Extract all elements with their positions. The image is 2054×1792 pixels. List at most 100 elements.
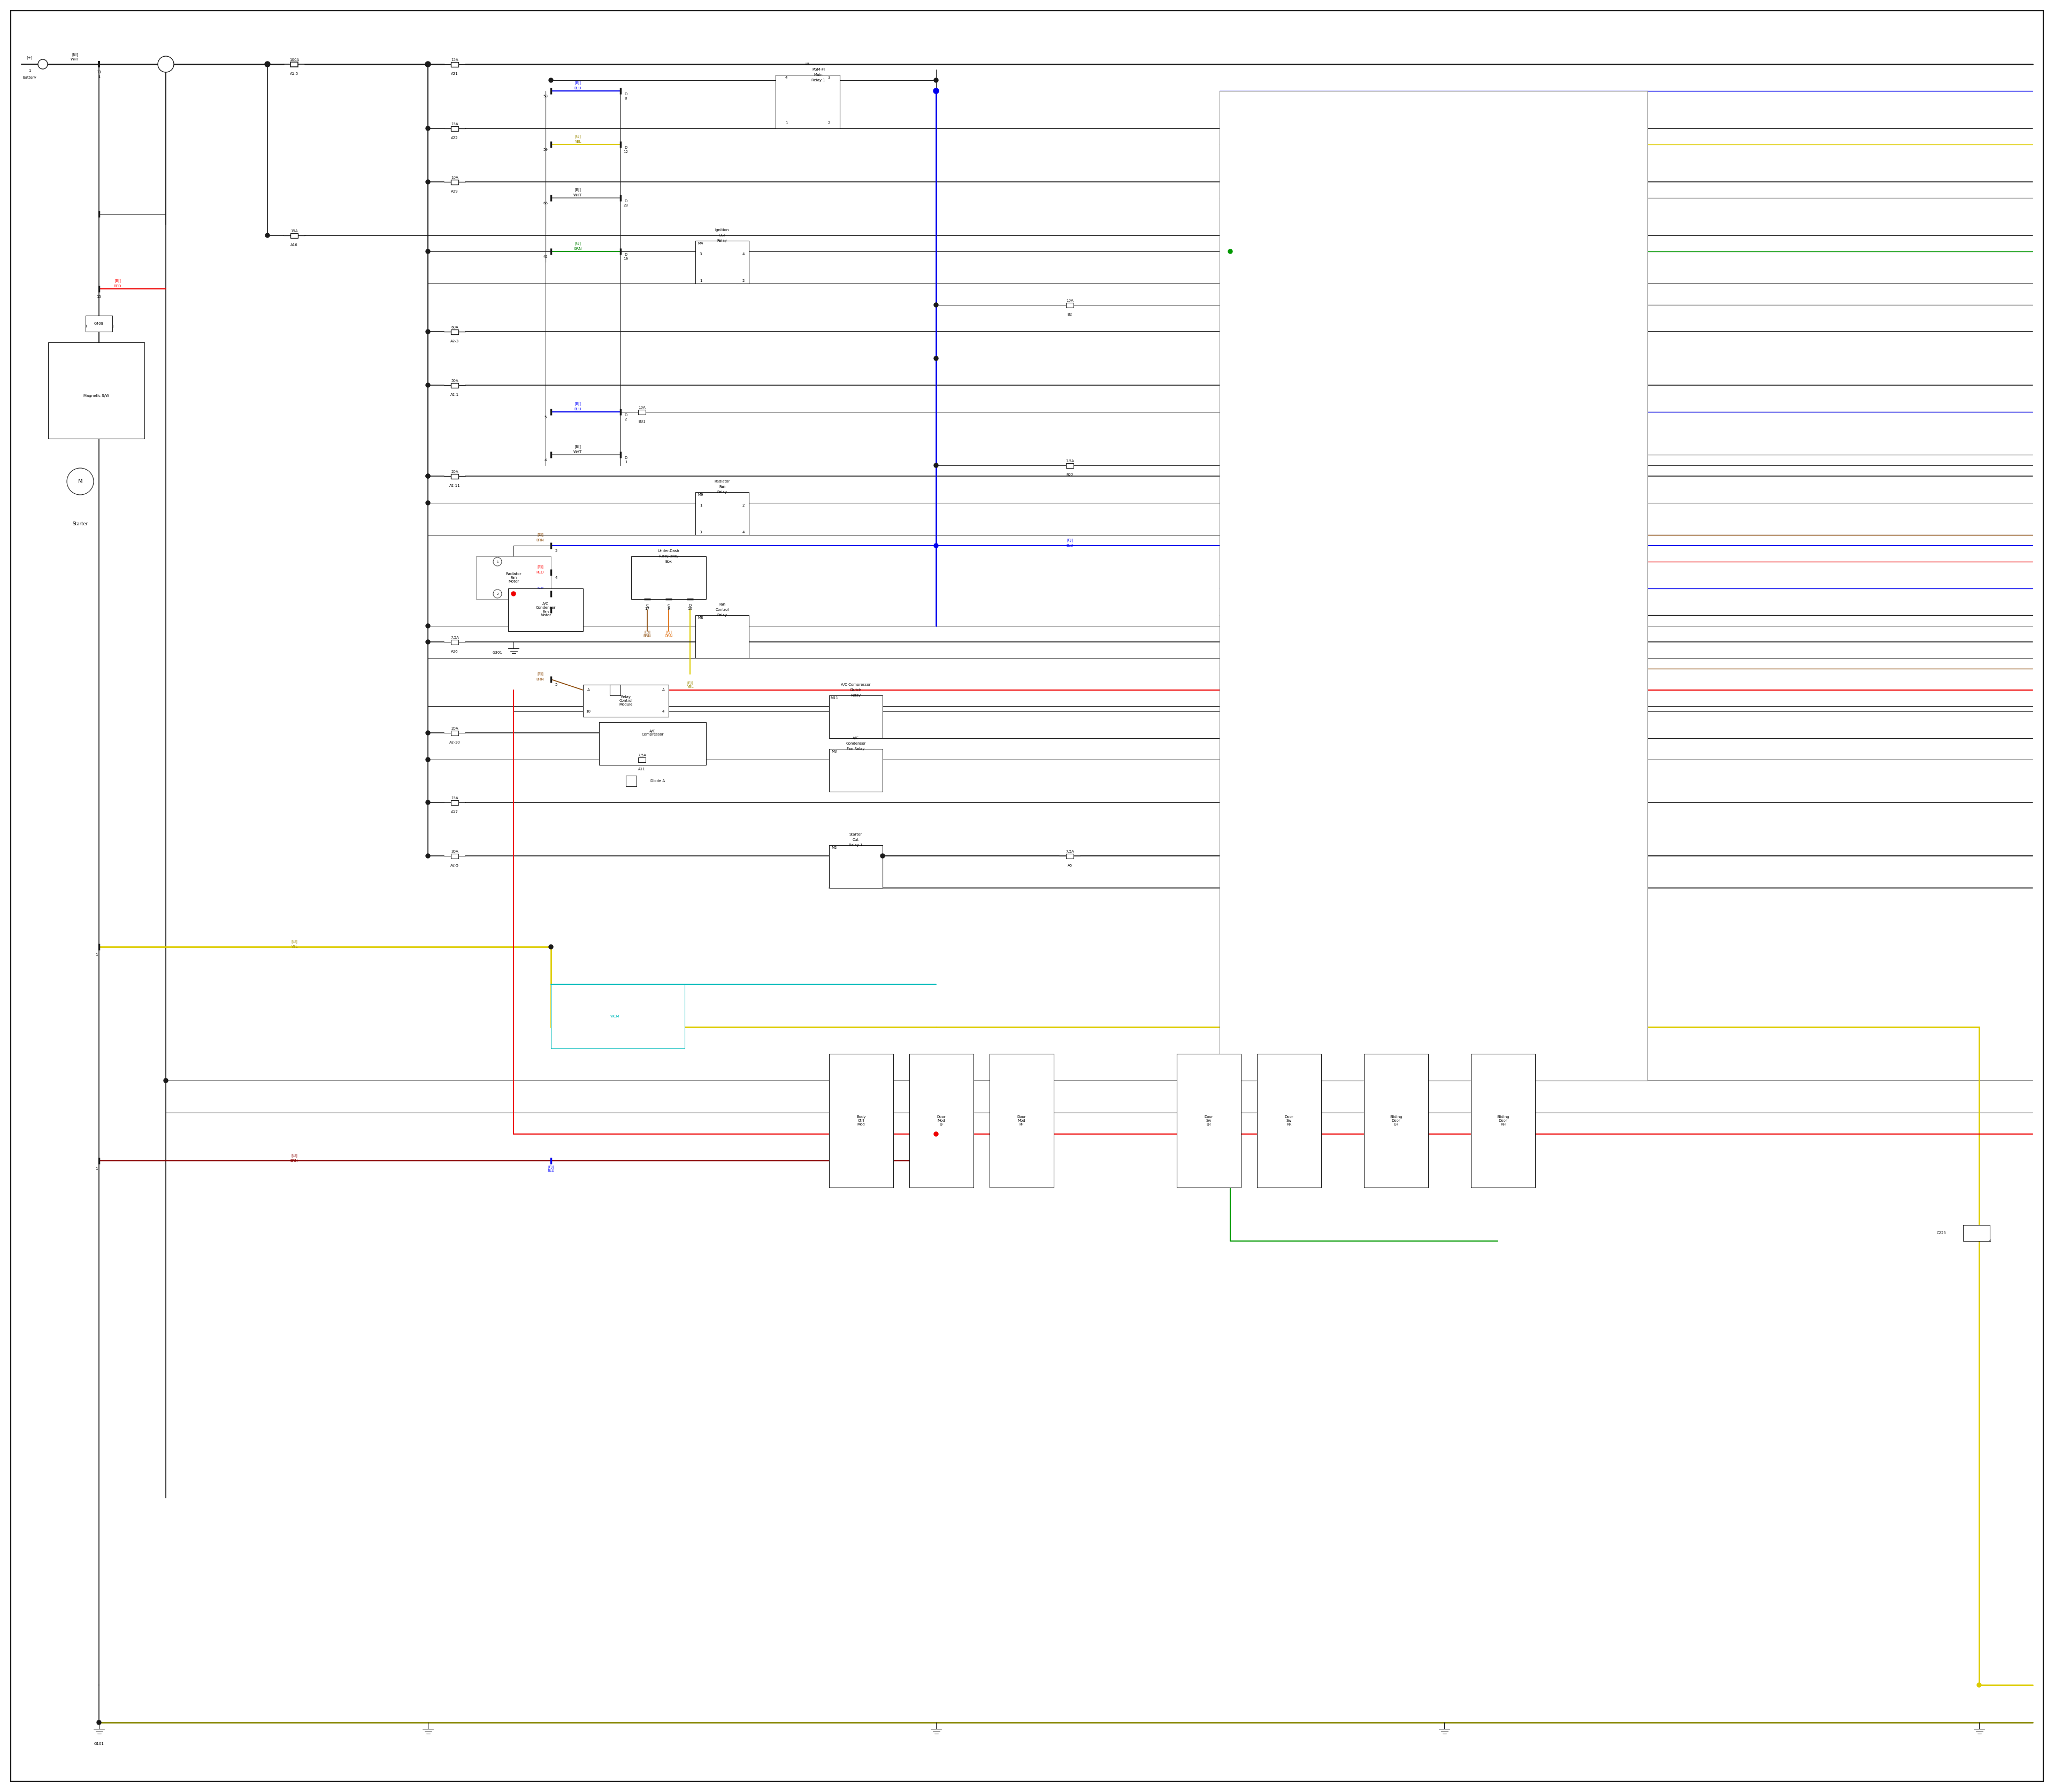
Bar xyxy=(583,685,670,717)
Text: 2: 2 xyxy=(741,504,746,507)
Text: Fan: Fan xyxy=(719,602,725,606)
Bar xyxy=(452,330,458,333)
Text: [EJ]: [EJ] xyxy=(536,534,544,538)
Bar xyxy=(70,364,90,380)
Circle shape xyxy=(548,79,553,82)
Text: 15A: 15A xyxy=(290,229,298,233)
Text: Under-Dash: Under-Dash xyxy=(657,550,680,552)
Bar xyxy=(1257,1054,1321,1188)
Circle shape xyxy=(425,125,429,131)
Text: 4: 4 xyxy=(661,710,663,713)
Text: 60A: 60A xyxy=(452,326,458,330)
Text: Control: Control xyxy=(715,607,729,611)
Text: M4: M4 xyxy=(698,242,702,246)
Text: [EJ]: [EJ] xyxy=(575,401,581,405)
Text: [EJ]: [EJ] xyxy=(575,188,581,192)
Bar xyxy=(1066,853,1074,858)
Text: 1: 1 xyxy=(94,953,97,957)
Bar xyxy=(290,233,298,238)
Text: 50A: 50A xyxy=(452,380,458,382)
Circle shape xyxy=(425,330,429,333)
Text: A/C: A/C xyxy=(852,737,859,740)
Text: Door
Mod
LF: Door Mod LF xyxy=(937,1115,945,1125)
Text: M: M xyxy=(78,478,82,484)
Text: 3: 3 xyxy=(828,75,830,79)
Text: 3: 3 xyxy=(875,1111,879,1115)
Bar xyxy=(830,1054,893,1188)
Text: BLK: BLK xyxy=(536,607,544,611)
Text: [EJ]: [EJ] xyxy=(575,444,581,448)
Text: Starter: Starter xyxy=(72,521,88,527)
Bar xyxy=(86,315,113,332)
Text: Radiator
Fan
Motor: Radiator Fan Motor xyxy=(505,572,522,582)
Text: [EJ]: [EJ] xyxy=(115,280,121,283)
Text: Body
Ctrl
Mod: Body Ctrl Mod xyxy=(857,1115,867,1125)
Text: [EE]: [EE] xyxy=(99,346,105,349)
Text: A5: A5 xyxy=(1068,864,1072,867)
Text: BLU: BLU xyxy=(575,407,581,410)
Text: [EJ]: [EJ] xyxy=(1066,538,1072,541)
Text: C408: C408 xyxy=(94,323,105,324)
Text: 1: 1 xyxy=(99,75,101,79)
Text: [EJ]: [EJ] xyxy=(536,672,544,676)
Text: 1: 1 xyxy=(29,70,31,72)
Text: Battery: Battery xyxy=(23,75,37,79)
Text: [EJ]: [EJ] xyxy=(292,1154,298,1158)
Text: Clutch: Clutch xyxy=(850,688,863,692)
Bar xyxy=(1364,1054,1428,1188)
Text: C225: C225 xyxy=(1937,1231,1947,1235)
Text: Condenser: Condenser xyxy=(846,742,867,745)
Text: D
2: D 2 xyxy=(624,414,626,421)
Text: D
10: D 10 xyxy=(688,604,692,611)
Circle shape xyxy=(548,944,553,950)
Text: A2-11: A2-11 xyxy=(450,484,460,487)
Text: A17: A17 xyxy=(452,810,458,814)
Text: Relay: Relay xyxy=(717,613,727,616)
Text: 7.5A: 7.5A xyxy=(1066,849,1074,853)
Bar xyxy=(639,410,645,414)
Text: 5: 5 xyxy=(544,416,546,419)
Circle shape xyxy=(425,731,429,735)
Bar xyxy=(1066,303,1074,306)
Text: M8: M8 xyxy=(698,616,705,620)
Text: A2-3: A2-3 xyxy=(450,340,458,342)
Text: 4: 4 xyxy=(741,530,746,534)
Bar xyxy=(626,776,637,787)
Text: 20A: 20A xyxy=(452,470,458,473)
Text: D
12: D 12 xyxy=(624,147,629,154)
Text: 7.5A: 7.5A xyxy=(1066,459,1074,462)
Text: Diode B: Diode B xyxy=(645,688,659,692)
Text: A29: A29 xyxy=(452,190,458,194)
Text: 1: 1 xyxy=(94,1167,97,1170)
Text: [EJ]: [EJ] xyxy=(536,564,544,568)
Text: 1: 1 xyxy=(875,1079,879,1082)
Text: 2: 2 xyxy=(834,1079,836,1082)
Text: A: A xyxy=(661,688,665,692)
Text: [EJ]
BLU: [EJ] BLU xyxy=(546,1165,555,1172)
Text: A26: A26 xyxy=(452,650,458,652)
Bar xyxy=(600,722,707,765)
Text: Relay 2: Relay 2 xyxy=(848,1068,863,1072)
Text: C
9: C 9 xyxy=(668,604,670,611)
Circle shape xyxy=(164,1079,168,1082)
Text: WHT: WHT xyxy=(573,194,581,197)
Text: 100A: 100A xyxy=(290,59,300,61)
Bar xyxy=(452,383,458,387)
Text: BRN: BRN xyxy=(536,677,544,681)
Text: 4: 4 xyxy=(834,1111,836,1115)
Text: 15: 15 xyxy=(97,296,101,299)
Text: 10: 10 xyxy=(585,710,592,713)
Text: B31: B31 xyxy=(639,419,645,423)
Text: 3: 3 xyxy=(700,253,702,256)
Text: S: S xyxy=(90,373,92,376)
Circle shape xyxy=(933,88,939,93)
Circle shape xyxy=(425,179,429,185)
Text: Ignition: Ignition xyxy=(715,228,729,231)
Circle shape xyxy=(425,473,429,478)
Text: 7.5A: 7.5A xyxy=(450,636,458,640)
Text: WHT: WHT xyxy=(70,57,80,61)
Text: 59: 59 xyxy=(542,149,548,151)
Circle shape xyxy=(265,233,269,238)
Text: 66: 66 xyxy=(542,202,548,204)
Text: Relay 1: Relay 1 xyxy=(811,79,826,82)
